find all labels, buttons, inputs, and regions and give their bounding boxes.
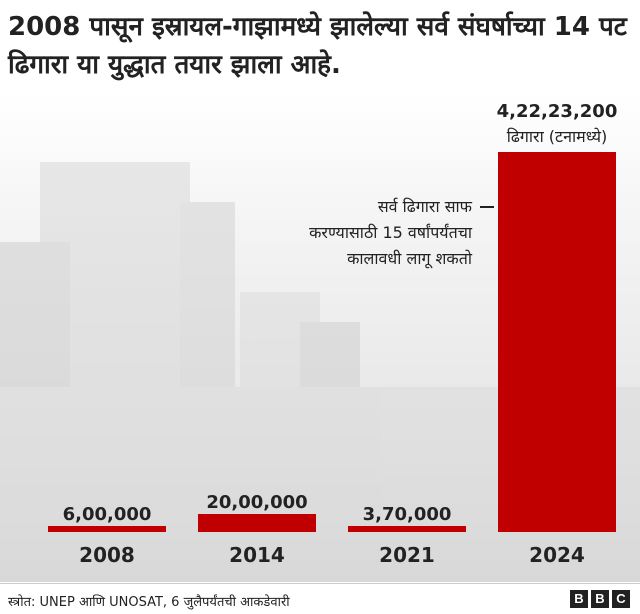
labels-group: 2008 6,00,000 2014 20,00,000 2021 3,70,000 202… — [63, 101, 618, 567]
bars-group — [48, 152, 616, 532]
bar-2008 — [48, 526, 166, 532]
data-label: 6,00,000 — [63, 504, 152, 525]
annotation-text: कालावधी लागू शकतो — [347, 249, 473, 269]
logo-letter: B — [591, 590, 609, 608]
footer: स्त्रोत: UNEP आणि UNOSAT, 6 जुलैपर्यंतची… — [0, 583, 640, 614]
bar-2024 — [498, 152, 616, 532]
source-text: स्त्रोत: UNEP आणि UNOSAT, 6 जुलैपर्यंतची… — [8, 595, 290, 610]
data-label: 20,00,000 — [206, 492, 307, 513]
bar-chart: 2008 6,00,000 2014 20,00,000 2021 3,70,000 202… — [0, 101, 640, 582]
chart-area: 2008 6,00,000 2014 20,00,000 2021 3,70,000 202… — [0, 92, 640, 582]
data-label: 4,22,23,200 — [497, 101, 618, 122]
annotation-text: करण्यासाठी 15 वर्षांपर्यंतचा — [309, 223, 473, 242]
data-label: 3,70,000 — [363, 504, 452, 525]
bar-2021 — [348, 526, 466, 532]
chart-title: 2008 पासून इस्रायल-गाझामध्ये झालेल्या सर… — [8, 12, 627, 80]
unit-label: ढिगारा (टनामध्ये) — [507, 127, 608, 146]
annotation-text: सर्व ढिगारा साफ — [378, 197, 473, 216]
logo-letter: C — [612, 590, 630, 608]
x-tick-label: 2008 — [79, 543, 135, 567]
bar-2014 — [198, 514, 316, 532]
x-tick-label: 2021 — [379, 543, 435, 567]
bbc-logo: B B C — [570, 590, 630, 608]
logo-letter: B — [570, 590, 588, 608]
x-tick-label: 2014 — [229, 543, 285, 567]
x-tick-label: 2024 — [529, 543, 585, 567]
